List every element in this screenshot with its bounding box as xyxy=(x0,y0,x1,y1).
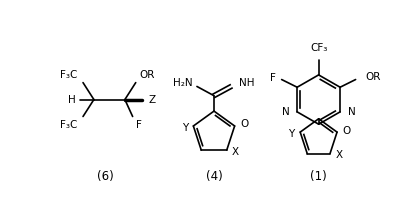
Text: N: N xyxy=(347,107,355,117)
Text: H₂N: H₂N xyxy=(173,78,193,88)
Text: OR: OR xyxy=(139,70,154,79)
Text: OR: OR xyxy=(364,72,380,82)
Text: (1): (1) xyxy=(310,170,326,183)
Text: H: H xyxy=(67,95,75,104)
Text: F: F xyxy=(269,73,275,83)
Text: Z: Z xyxy=(148,95,155,104)
Text: Y: Y xyxy=(288,129,294,139)
Text: X: X xyxy=(335,150,342,160)
Text: F₃C: F₃C xyxy=(60,120,78,130)
Text: F: F xyxy=(135,120,141,130)
Text: F₃C: F₃C xyxy=(60,70,78,79)
Text: X: X xyxy=(231,147,239,157)
Text: N: N xyxy=(281,107,289,117)
Text: (6): (6) xyxy=(97,170,114,183)
Text: O: O xyxy=(240,119,248,129)
Text: (4): (4) xyxy=(205,170,222,183)
Text: CF₃: CF₃ xyxy=(309,43,326,53)
Text: Y: Y xyxy=(181,123,187,132)
Text: O: O xyxy=(342,126,350,136)
Text: NH: NH xyxy=(238,78,254,88)
